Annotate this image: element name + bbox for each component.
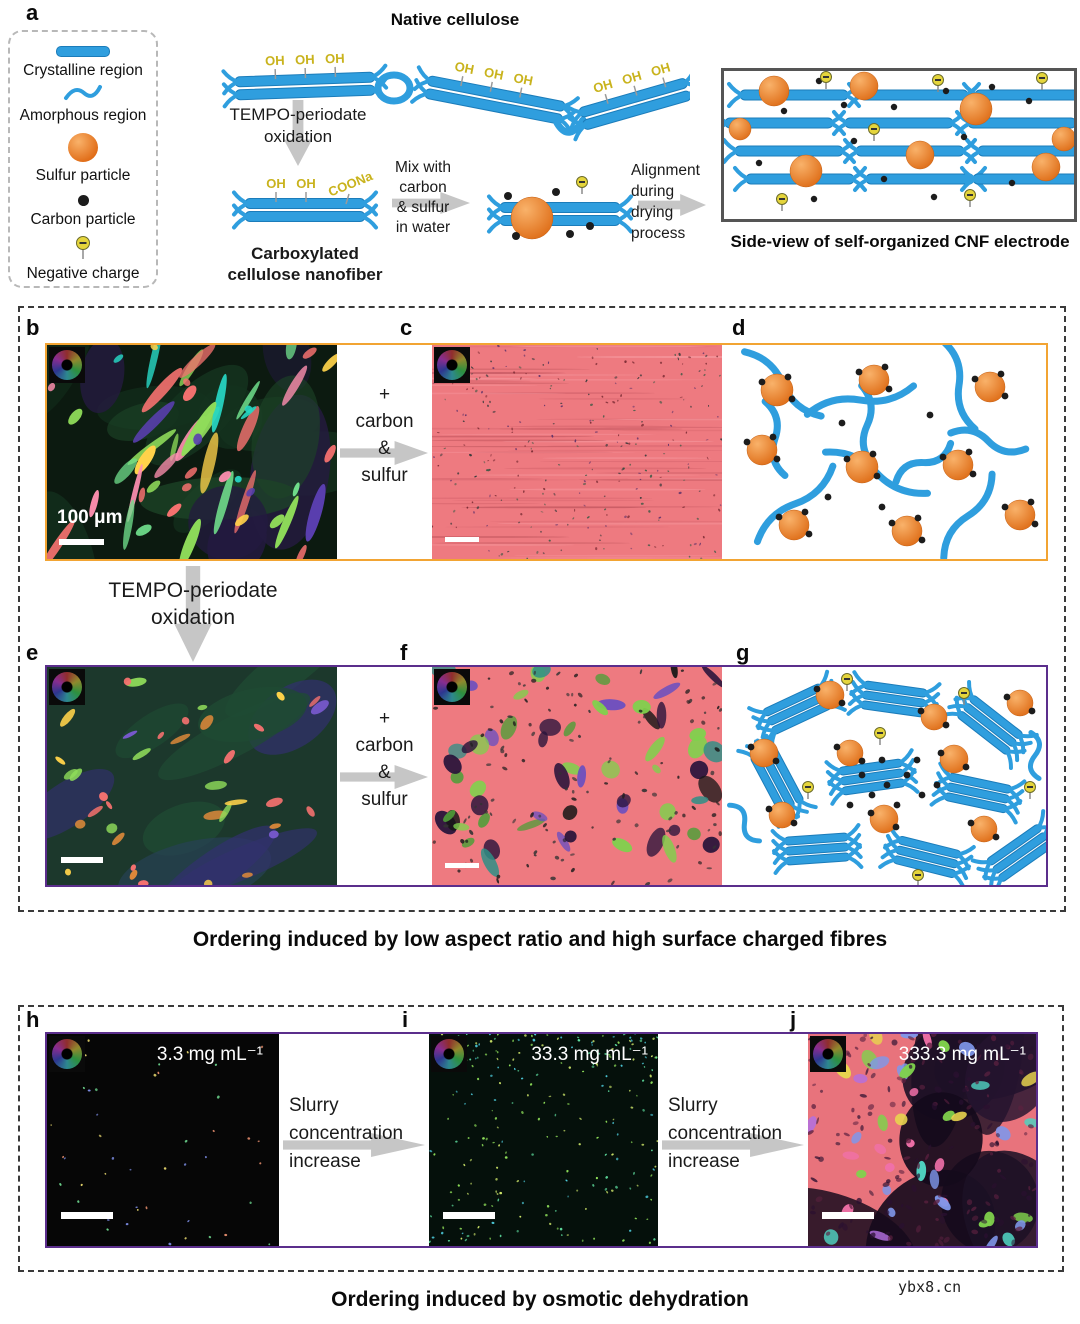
section-fibres-box — [18, 306, 1066, 912]
oh-label: OH — [295, 52, 315, 68]
alignment-step: Alignment during drying process — [631, 162, 700, 242]
micrograph-i: 33.3 mg mL⁻¹ — [429, 1034, 658, 1246]
oh-label: OH — [296, 176, 316, 191]
oh-label: OH — [649, 60, 672, 80]
legend-label: Negative charge — [26, 265, 140, 282]
scale-bar — [443, 1212, 495, 1219]
sideview-electrode-box — [712, 68, 1080, 222]
panel-label-a: a — [26, 0, 39, 25]
polarization-wheel-icon — [49, 669, 85, 705]
panel-label-d: d — [732, 315, 746, 340]
fiber-sulfur-diagram — [487, 176, 633, 240]
row-hij: 3.3 mg mL⁻¹ Slurry concentration increas… — [45, 1032, 1038, 1248]
carboxylated-fiber-diagram: OH OH COONa — [232, 168, 378, 230]
oh-label: OH — [266, 176, 286, 191]
polarization-wheel-icon — [434, 669, 470, 705]
panel-label-c: c — [400, 315, 413, 340]
oh-label: OH — [453, 59, 475, 77]
scale-bar — [445, 863, 479, 868]
crystalline-region-icon — [56, 46, 110, 57]
micrograph-f — [432, 667, 722, 885]
oh-label: OH — [620, 68, 643, 88]
polarization-wheel-icon — [49, 1036, 85, 1072]
native-cellulose-title: Native cellulose — [390, 10, 520, 29]
row-bcd: 100 μm + carbon & sulfur — [45, 343, 1048, 561]
panel-label-f: f — [400, 640, 408, 665]
section-osmotic-box — [18, 1005, 1064, 1272]
diagram-g — [722, 667, 1046, 885]
panel-label-e: e — [26, 640, 39, 665]
mix-step: Mix with carbon & sulfur in water — [395, 159, 451, 236]
concentration-label: 33.3 mg mL⁻¹ — [531, 1044, 648, 1065]
micrograph-b: 100 μm — [47, 345, 337, 559]
legend-label: Sulfur particle — [35, 167, 131, 185]
micrograph-h: 3.3 mg mL⁻¹ — [47, 1034, 279, 1246]
scale-bar — [445, 537, 479, 542]
tempo-mid-step: TEMPO-periodate oxidation — [108, 579, 278, 629]
panel-label-i: i — [402, 1007, 409, 1032]
native-cellulose-diagram: OH OH OH OH OH OH OH OH OH — [221, 51, 690, 142]
polarization-wheel-icon — [810, 1036, 846, 1072]
osmotic-caption: Ordering induced by osmotic dehydration — [331, 1288, 749, 1311]
panel-label-b: b — [26, 315, 40, 340]
carboxylated-caption: Carboxylated cellulose nanofiber — [227, 244, 383, 284]
sulfur-particle-icon — [68, 133, 98, 163]
concentration-label: 333.3 mg mL⁻¹ — [898, 1044, 1026, 1065]
row-efg: + carbon & sulfur — [45, 665, 1048, 887]
fibres-caption: Ordering induced by low aspect ratio and… — [192, 928, 888, 951]
concentration-label: 3.3 mg mL⁻¹ — [156, 1044, 263, 1065]
legend-label: Amorphous region — [19, 107, 147, 125]
carbon-particle-icon — [77, 195, 89, 206]
watermark: ybx8.cn — [898, 1278, 962, 1296]
legend-label: Carbon particle — [30, 210, 136, 228]
amorphous-region-icon — [64, 84, 102, 100]
diagram-d — [722, 345, 1046, 559]
panel-label-g: g — [736, 640, 750, 665]
oh-label: OH — [483, 64, 505, 82]
panel-label-h: h — [26, 1007, 40, 1032]
negative-charge-icon — [76, 235, 90, 259]
oh-label: OH — [512, 70, 534, 88]
oh-label: OH — [325, 51, 345, 67]
scale-bar — [59, 539, 104, 545]
scale-bar — [822, 1212, 874, 1219]
polarization-wheel-icon — [431, 1036, 467, 1072]
scale-label: 100 μm — [57, 507, 123, 528]
plus-carbon-sulfur-text: + carbon & sulfur — [355, 384, 414, 486]
scale-bar — [61, 1212, 113, 1219]
slurry-step-text: Slurry concentration increase — [289, 1095, 404, 1172]
micrograph-j: 333.3 mg mL⁻¹ — [808, 1034, 1036, 1246]
sideview-electrode-diagram — [712, 71, 1080, 211]
tempo-oxidation-step: TEMPO-periodate oxidation — [229, 105, 367, 146]
legend-label: Crystalline region — [23, 61, 143, 79]
coona-label: COONa — [326, 168, 375, 200]
polarization-wheel-icon — [434, 347, 470, 383]
micrograph-c — [432, 345, 722, 559]
plus-carbon-sulfur-text: + carbon & sulfur — [355, 708, 414, 810]
legend-box: Crystalline region Amorphous region Sulf… — [8, 30, 158, 288]
panel-label-j: j — [790, 1007, 797, 1032]
oh-label: OH — [591, 76, 614, 96]
sideview-caption: Side-view of self-organized CNF electrod… — [730, 232, 1070, 251]
oh-label: OH — [265, 53, 285, 69]
micrograph-e — [47, 667, 337, 885]
scale-bar — [61, 857, 103, 863]
slurry-step-text: Slurry concentration increase — [668, 1095, 783, 1172]
polarization-wheel-icon — [49, 347, 85, 383]
